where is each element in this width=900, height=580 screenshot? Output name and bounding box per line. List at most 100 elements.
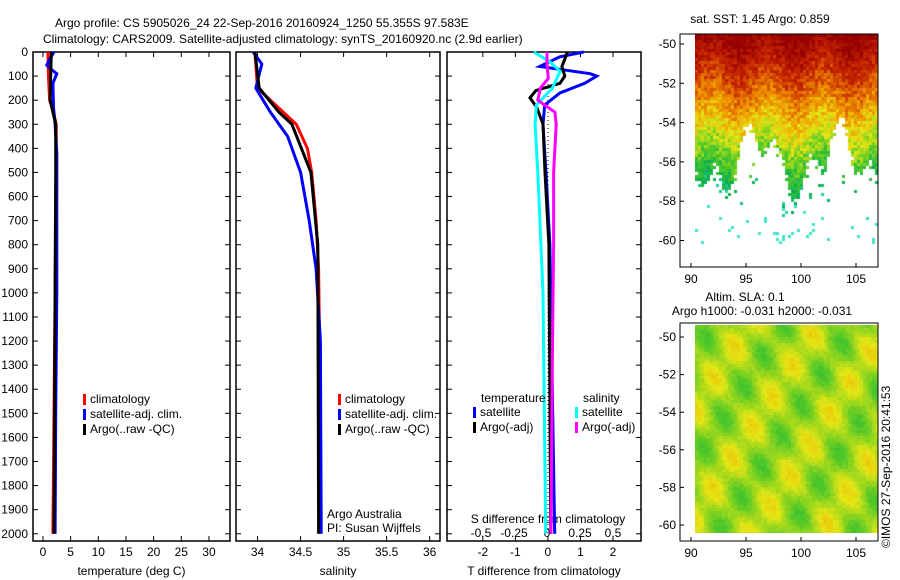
lat-tick-label: -60	[659, 518, 677, 532]
legend-swatch	[473, 422, 476, 433]
y-tick-label: 1500	[1, 406, 28, 420]
y-tick-label: 1100	[2, 310, 28, 324]
x-axis-label: T difference from climatology	[467, 564, 621, 578]
lat-tick-label: -58	[659, 480, 677, 494]
s-tick-label: -0.25	[500, 526, 528, 540]
s-tick-label: 0.25	[568, 526, 592, 540]
lat-tick-label: -56	[659, 155, 677, 169]
x-tick-label: 10	[92, 545, 106, 559]
legend-title-salinity: salinity	[583, 391, 620, 405]
plot-frame	[235, 51, 441, 542]
y-tick-label: 900	[8, 262, 28, 276]
x-tick-label: 34.5	[289, 545, 313, 559]
legend-label: Argo(-adj)	[582, 420, 635, 434]
legend-swatch	[83, 394, 86, 405]
legend-swatch	[575, 422, 578, 433]
legend-swatch	[473, 407, 476, 418]
x-tick-label: 2	[610, 545, 617, 559]
s-tick-label: 0.5	[605, 526, 622, 540]
x-tick-label: 1	[577, 545, 584, 559]
lon-tick-label: 105	[846, 546, 866, 560]
lat-tick-label: -54	[659, 405, 677, 419]
legend-label: Argo(..raw -QC)	[345, 422, 430, 436]
y-tick-label: 0	[21, 45, 28, 59]
legend-label: satellite-adj. clim.	[345, 407, 437, 421]
x-tick-label: 35	[337, 545, 351, 559]
s-axis-label: S difference from climatology	[471, 512, 626, 526]
y-tick-label: 2000	[1, 527, 28, 541]
series-line-argo-raw-qc-	[48, 51, 58, 534]
x-tick-label: 15	[119, 545, 133, 559]
x-tick-label: 5	[67, 545, 74, 559]
lat-tick-label: -52	[659, 76, 677, 90]
legend-label: Argo(..raw -QC)	[90, 422, 175, 436]
y-tick-label: 1000	[1, 286, 28, 300]
sla-map-panel: -50 -52 -54 -56 -58 -60 90 95 100 105 Altim. SLA: …	[659, 290, 879, 560]
series-line-s-satellite	[533, 50, 563, 534]
y-tick-label: 400	[8, 141, 28, 155]
legend-label: Argo(-adj)	[480, 420, 533, 434]
x-tick-label: 34	[251, 545, 265, 559]
lon-tick-label: 105	[846, 272, 866, 286]
y-tick-label: 1800	[1, 479, 28, 493]
legend-label: climatology	[345, 392, 405, 406]
salinity-panel: 34 34.5 35 35.5 36 salinity climatologysatelli…	[235, 51, 441, 578]
legend-swatch	[83, 424, 86, 435]
x-tick-label: 30	[202, 545, 216, 559]
sst-map-title: sat. SST: 1.45 Argo: 0.859	[690, 12, 830, 26]
pi-name: PI: Susan Wijffels	[327, 521, 421, 535]
y-tick-label: 1900	[1, 503, 28, 517]
lon-tick-label: 95	[739, 272, 753, 286]
map-frame	[679, 33, 879, 268]
x-tick-label: 35.5	[375, 545, 399, 559]
y-tick-label: 700	[8, 214, 28, 228]
title-line1: Argo profile: CS 5905026_24 22-Sep-2016 …	[55, 16, 469, 30]
x-tick-label: 20	[147, 545, 161, 559]
temperature-panel: 0100200300400500600700800900100011001200…	[1, 45, 231, 578]
credit: Argo Australia	[327, 507, 402, 521]
y-tick-label: 500	[8, 165, 28, 179]
sst-map-panel: -50 -52 -54 -56 -58 -60 90 95 100 105 sat. SST: 1.…	[659, 12, 879, 286]
legend-swatch	[338, 424, 341, 435]
map-frame	[679, 322, 879, 542]
series-line-s-argo-adj-	[536, 52, 558, 534]
y-tick-label: 800	[8, 238, 28, 252]
title-line2: Climatology: CARS2009. Satellite-adjuste…	[43, 32, 523, 46]
lon-tick-label: 90	[684, 546, 698, 560]
lat-tick-label: -60	[659, 234, 677, 248]
legend-title-temperature: temperature	[481, 391, 546, 405]
lat-tick-label: -58	[659, 194, 677, 208]
legend-label: satellite	[480, 405, 521, 419]
x-tick-label: 36	[423, 545, 437, 559]
legend-label: climatology	[90, 392, 150, 406]
series-line-t-argo-adj-	[528, 51, 569, 534]
y-tick-label: 600	[8, 190, 28, 204]
y-tick-label: 1600	[1, 430, 28, 444]
series-line-argo-raw-qc-	[253, 51, 321, 534]
x-tick-label: -1	[510, 545, 521, 559]
lon-tick-label: 100	[791, 272, 811, 286]
legend-swatch	[338, 394, 341, 405]
series-line-climatology	[253, 51, 321, 534]
sla-map-image	[695, 325, 878, 533]
lon-tick-label: 100	[791, 546, 811, 560]
lat-tick-label: -50	[659, 37, 677, 51]
y-tick-label: 300	[8, 117, 28, 131]
sla-map-subtitle: Argo h1000: -0.031 h2000: -0.031	[672, 304, 852, 318]
x-axis-label: temperature (deg C)	[77, 564, 185, 578]
plot-frame	[32, 51, 231, 542]
y-tick-label: 1400	[1, 382, 28, 396]
sst-map-image	[695, 34, 878, 252]
series-line-satellite-adj-clim-	[44, 51, 59, 534]
lat-tick-label: -50	[659, 330, 677, 344]
plot-frame	[446, 51, 642, 542]
difference-panel: -2 -1 0 1 2 T difference from climatology -0.5…	[446, 50, 642, 578]
legend-label: satellite	[582, 405, 623, 419]
legend-swatch	[575, 407, 578, 418]
legend-label: satellite-adj. clim.	[90, 407, 182, 421]
x-axis-label: salinity	[320, 564, 357, 578]
x-tick-label: -2	[477, 545, 488, 559]
y-tick-label: 200	[8, 93, 28, 107]
